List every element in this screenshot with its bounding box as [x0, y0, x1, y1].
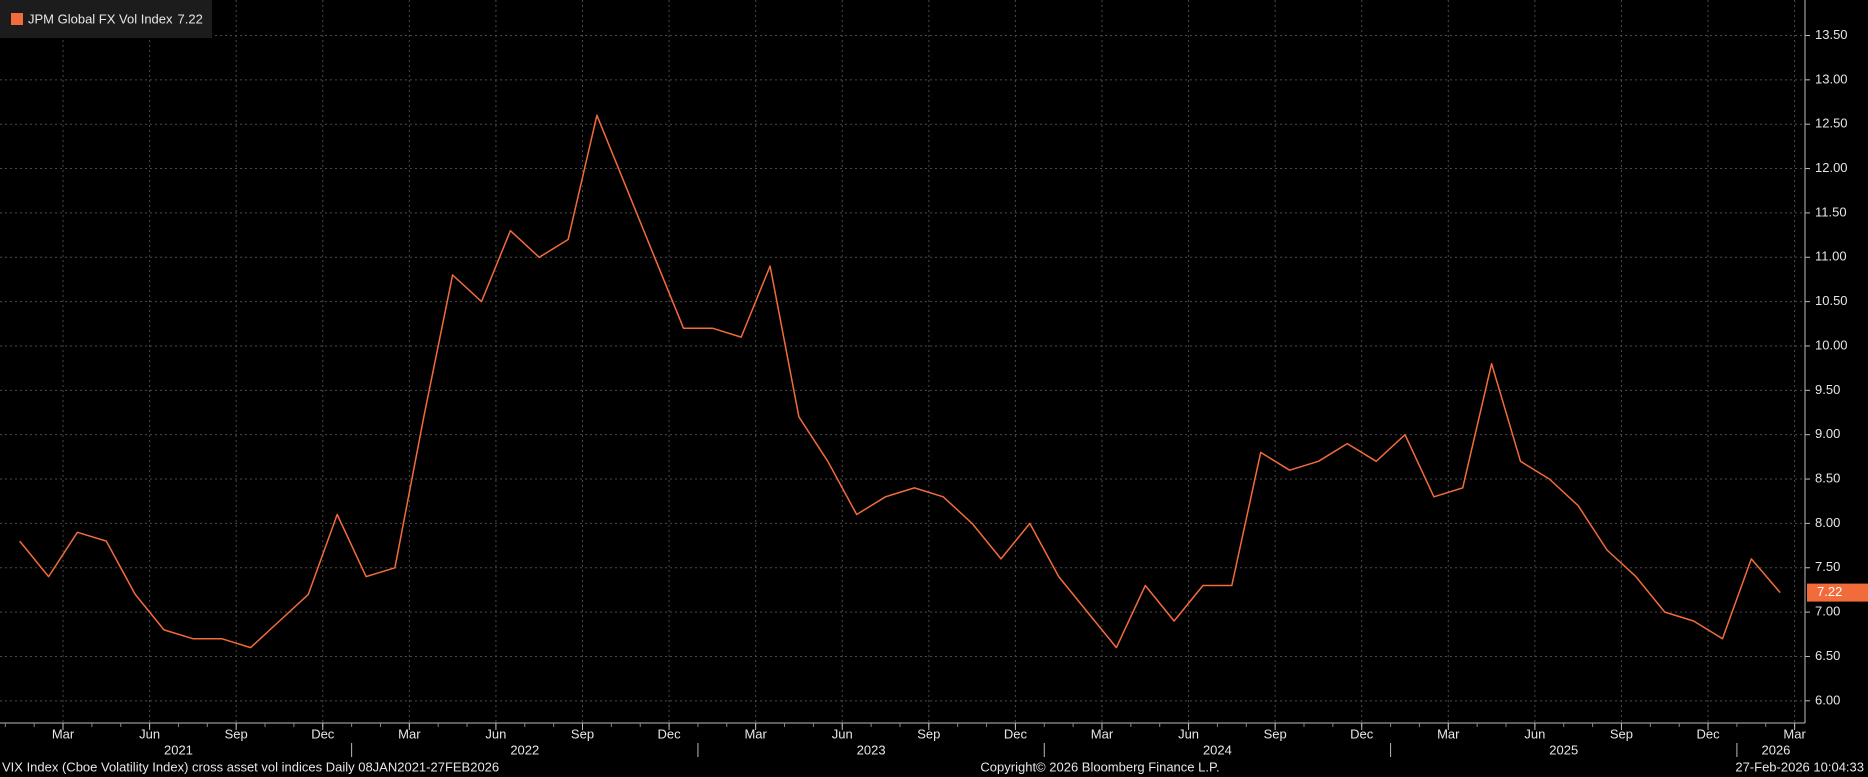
x-year-label: 2022 [510, 742, 539, 757]
y-tick-label: 6.50 [1815, 648, 1840, 663]
legend-background [0, 0, 212, 38]
x-year-label: 2023 [857, 742, 886, 757]
x-year-label: 2024 [1203, 742, 1232, 757]
y-tick-label: 10.50 [1815, 293, 1848, 308]
x-tick-label: Mar [1091, 726, 1114, 741]
y-tick-label: 10.00 [1815, 337, 1848, 352]
x-tick-label: Jun [139, 726, 160, 741]
x-tick-label: Mar [1437, 726, 1460, 741]
footer-right: 27-Feb-2026 10:04:33 [1735, 759, 1864, 774]
x-tick-label: Sep [1264, 726, 1287, 741]
x-year-label: 2025 [1549, 742, 1578, 757]
y-tick-label: 11.50 [1815, 204, 1847, 219]
y-tick-label: 6.00 [1815, 692, 1840, 707]
x-tick-label: Sep [917, 726, 940, 741]
x-tick-label: Mar [52, 726, 75, 741]
x-tick-label: Dec [1696, 726, 1720, 741]
y-tick-label: 11.00 [1815, 249, 1847, 264]
x-tick-label: Mar [1783, 726, 1806, 741]
y-tick-label: 9.00 [1815, 426, 1840, 441]
last-value-label: 7.22 [1817, 584, 1842, 599]
y-tick-label: 7.50 [1815, 559, 1840, 574]
x-tick-label: Dec [658, 726, 682, 741]
x-year-label: 2026 [1761, 742, 1790, 757]
x-tick-label: Sep [225, 726, 248, 741]
x-tick-label: Jun [832, 726, 853, 741]
y-tick-label: 13.00 [1815, 71, 1848, 86]
x-tick-label: Mar [398, 726, 421, 741]
x-tick-label: Mar [744, 726, 767, 741]
last-value-badge [1807, 583, 1868, 602]
x-tick-label: Jun [1178, 726, 1199, 741]
x-tick-label: Dec [311, 726, 335, 741]
y-tick-label: 13.50 [1815, 27, 1848, 42]
x-tick-label: Sep [1610, 726, 1633, 741]
y-tick-label: 8.00 [1815, 515, 1840, 530]
x-year-label: 2021 [164, 742, 193, 757]
series-line [19, 114, 1781, 649]
legend-swatch [11, 13, 23, 25]
y-tick-label: 12.50 [1815, 116, 1848, 131]
footer-center: Copyright© 2026 Bloomberg Finance L.P. [980, 759, 1219, 774]
y-tick-label: 9.50 [1815, 382, 1840, 397]
x-tick-label: Jun [485, 726, 506, 741]
legend-name: JPM Global FX Vol Index [28, 11, 173, 26]
x-tick-label: Sep [571, 726, 594, 741]
footer-left: VIX Index (Cboe Volatility Index) cross … [2, 759, 499, 774]
y-tick-label: 12.00 [1815, 160, 1848, 175]
y-tick-label: 7.00 [1815, 604, 1840, 619]
legend: JPM Global FX Vol Index 7.22 [0, 0, 212, 38]
legend-value: 7.22 [178, 11, 203, 26]
x-tick-label: Dec [1004, 726, 1028, 741]
y-tick-label: 8.50 [1815, 470, 1840, 485]
x-tick-label: Jun [1524, 726, 1545, 741]
x-tick-label: Dec [1350, 726, 1374, 741]
